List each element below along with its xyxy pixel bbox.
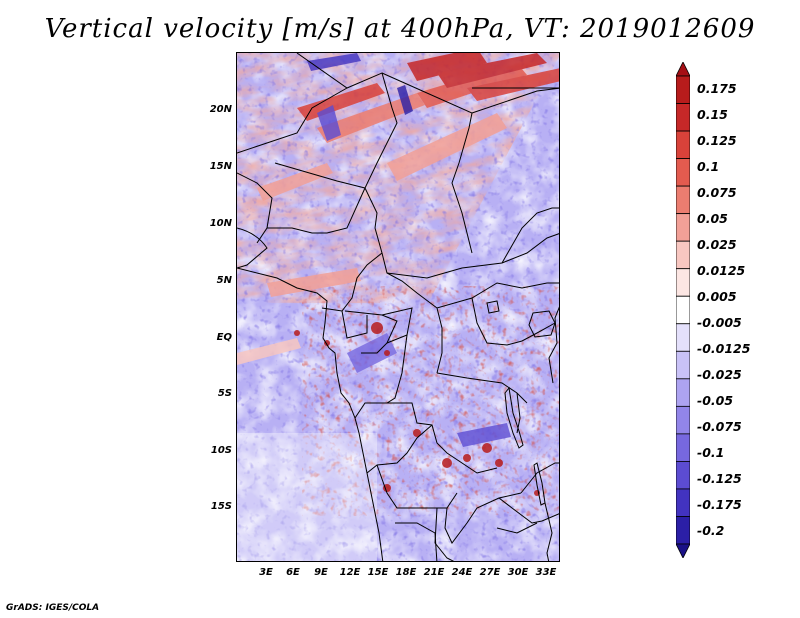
lon-label-30e: 30E bbox=[507, 567, 529, 578]
colorbar-label: 0.0125 bbox=[697, 263, 746, 278]
colorbar-top-arrow bbox=[676, 62, 690, 77]
lon-label-24e: 24E bbox=[451, 567, 473, 578]
velocity-field bbox=[237, 53, 559, 561]
lon-label-18e: 18E bbox=[395, 567, 417, 578]
colorbar-bottom-arrow bbox=[676, 543, 690, 558]
colorbar-label: 0.025 bbox=[697, 237, 737, 252]
colorbar-label: -0.005 bbox=[697, 315, 742, 330]
colorbar-label: -0.125 bbox=[697, 471, 742, 486]
colorbar-segment bbox=[676, 158, 690, 187]
colorbar-label: -0.05 bbox=[697, 393, 734, 408]
colorbar-label: -0.1 bbox=[697, 445, 725, 460]
colorbar-segment bbox=[676, 350, 690, 380]
colorbar-label: 0.05 bbox=[697, 211, 728, 226]
colorbar-segment bbox=[676, 488, 690, 517]
colorbar-label: 0.125 bbox=[697, 133, 737, 148]
colorbar-label: 0.15 bbox=[697, 107, 728, 122]
colorbar-segment bbox=[676, 268, 690, 297]
colorbar-segment bbox=[676, 103, 690, 132]
map-title: Vertical velocity [m/s] at 400hPa, VT: 2… bbox=[44, 14, 756, 44]
lat-label-20n: 20N bbox=[209, 104, 232, 115]
colorbar-segment bbox=[676, 295, 690, 325]
colorbar-label: 0.075 bbox=[697, 185, 737, 200]
lon-label-15e: 15E bbox=[367, 567, 389, 578]
lon-label-21e: 21E bbox=[423, 567, 445, 578]
colorbar-segment bbox=[676, 240, 690, 270]
colorbar-label: -0.175 bbox=[697, 497, 742, 512]
colorbar-segment bbox=[676, 405, 690, 435]
colorbar-segment bbox=[676, 185, 690, 215]
lon-label-6e: 6E bbox=[286, 567, 300, 578]
lat-label-5s: 5S bbox=[217, 388, 232, 399]
lon-label-9e: 9E bbox=[314, 567, 328, 578]
footer-credit: GrADS: IGES/COLA bbox=[6, 603, 100, 613]
colorbar-segment bbox=[676, 516, 690, 545]
lat-label-15s: 15S bbox=[210, 501, 232, 512]
lat-label-5n: 5N bbox=[216, 275, 232, 286]
colorbar-label: -0.075 bbox=[697, 419, 742, 434]
colorbar-label: -0.025 bbox=[697, 367, 742, 382]
lat-label-15n: 15N bbox=[209, 161, 232, 172]
colorbar-label: 0.175 bbox=[697, 81, 737, 96]
lat-label-eq: EQ bbox=[216, 332, 232, 343]
lon-label-27e: 27E bbox=[479, 567, 501, 578]
lon-label-33e: 33E bbox=[535, 567, 557, 578]
lat-label-10s: 10S bbox=[210, 445, 232, 456]
colorbar-segment bbox=[676, 323, 690, 352]
lon-label-3e: 3E bbox=[259, 567, 273, 578]
colorbar-segment bbox=[676, 213, 690, 242]
colorbar-label: -0.2 bbox=[697, 523, 725, 538]
colorbar-segment bbox=[676, 75, 690, 104]
colorbar-segment bbox=[676, 433, 690, 462]
colorbar-label: 0.005 bbox=[697, 289, 737, 304]
colorbar-label: -0.0125 bbox=[697, 341, 751, 356]
colorbar-label: 0.1 bbox=[697, 159, 720, 174]
colorbar-segment bbox=[676, 130, 690, 159]
lat-label-10n: 10N bbox=[209, 218, 232, 229]
map-panel bbox=[236, 52, 560, 562]
colorbar-segment bbox=[676, 378, 690, 407]
lon-label-12e: 12E bbox=[339, 567, 361, 578]
colorbar-segment bbox=[676, 461, 690, 490]
colorbar bbox=[676, 62, 690, 558]
